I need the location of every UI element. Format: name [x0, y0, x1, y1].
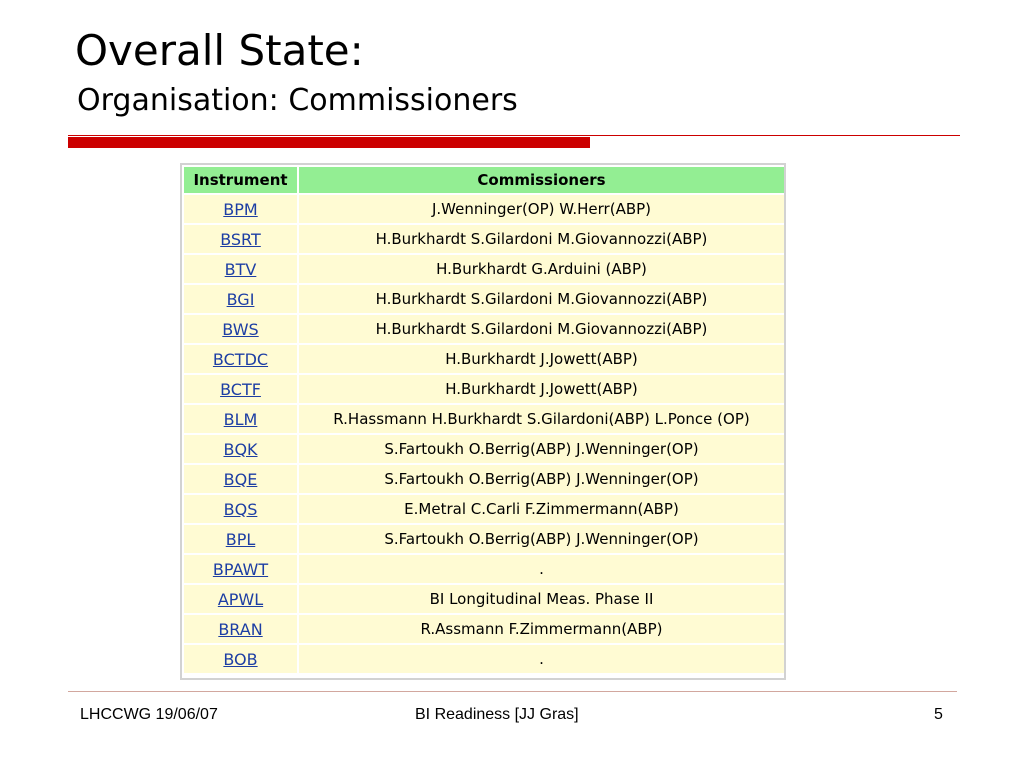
instrument-link[interactable]: APWL — [217, 589, 264, 609]
table-row: BGI H.Burkhardt S.Gilardoni M.Giovannozzi… — [184, 285, 784, 313]
table-row: BRAN R.Assmann F.Zimmermann(ABP) — [184, 615, 784, 643]
commissioners-cell: R.Assmann F.Zimmermann(ABP) — [299, 615, 784, 643]
commissioners-cell: S.Fartoukh O.Berrig(ABP) J.Wenninger(OP) — [299, 525, 784, 553]
instrument-cell: BQE — [184, 465, 297, 493]
instrument-link[interactable]: BPL — [225, 529, 256, 549]
table-row: BQE S.Fartoukh O.Berrig(ABP) J.Wenninger(… — [184, 465, 784, 493]
instrument-link[interactable]: BQK — [223, 439, 258, 459]
instrument-cell: APWL — [184, 585, 297, 613]
instrument-link[interactable]: BRAN — [218, 619, 263, 639]
commissioners-cell: H.Burkhardt S.Gilardoni M.Giovannozzi(AB… — [299, 285, 784, 313]
table-row: BCTF H.Burkhardt J.Jowett(ABP) — [184, 375, 784, 403]
table-header-row: Instrument Commissioners — [184, 167, 784, 193]
instrument-link[interactable]: BGI — [226, 289, 255, 309]
instrument-link[interactable]: BTV — [224, 259, 257, 279]
instrument-link[interactable]: BSRT — [220, 229, 261, 249]
slide-subtitle: Organisation: Commissioners — [77, 83, 518, 118]
table-row: BWS H.Burkhardt S.Gilardoni M.Giovannozzi… — [184, 315, 784, 343]
commissioners-cell: S.Fartoukh O.Berrig(ABP) J.Wenninger(OP) — [299, 435, 784, 463]
title-accent-bar — [68, 137, 590, 148]
table-row: BTV H.Burkhardt G.Arduini (ABP) — [184, 255, 784, 283]
table-row: BCTDC H.Burkhardt J.Jowett(ABP) — [184, 345, 784, 373]
instrument-cell: BPAWT — [184, 555, 297, 583]
table-row: BOB. — [184, 645, 784, 673]
instrument-link[interactable]: BCTDC — [212, 349, 269, 369]
footer-presentation-title: BI Readiness [JJ Gras] — [415, 706, 579, 723]
instrument-cell: BCTF — [184, 375, 297, 403]
instrument-link[interactable]: BCTF — [220, 379, 261, 399]
instrument-link[interactable]: BQS — [223, 499, 258, 519]
commissioners-table: Instrument Commissioners BPM J.Wenninger(… — [182, 165, 786, 675]
instrument-link[interactable]: BWS — [222, 319, 259, 339]
commissioners-cell: H.Burkhardt S.Gilardoni M.Giovannozzi(AB… — [299, 315, 784, 343]
table-row: BPM J.Wenninger(OP) W.Herr(ABP) — [184, 195, 784, 223]
instrument-link[interactable]: BQE — [223, 469, 258, 489]
column-header-commissioners: Commissioners — [299, 167, 784, 193]
column-header-instrument: Instrument — [184, 167, 297, 193]
table-row: BQS E.Metral C.Carli F.Zimmermann(ABP) — [184, 495, 784, 523]
table-row: BQK S.Fartoukh O.Berrig(ABP) J.Wenninger(… — [184, 435, 784, 463]
table-row: BPAWT. — [184, 555, 784, 583]
title-divider-line — [68, 135, 960, 136]
commissioners-cell: H.Burkhardt S.Gilardoni M.Giovannozzi(AB… — [299, 225, 784, 253]
commissioners-cell: . — [299, 555, 784, 583]
instrument-cell: BQK — [184, 435, 297, 463]
instrument-cell: BWS — [184, 315, 297, 343]
instrument-cell: BQS — [184, 495, 297, 523]
commissioners-cell: H.Burkhardt J.Jowett(ABP) — [299, 345, 784, 373]
table-row: BPL S.Fartoukh O.Berrig(ABP) J.Wenninger(… — [184, 525, 784, 553]
table-row: BSRT H.Burkhardt S.Gilardoni M.Giovannozz… — [184, 225, 784, 253]
commissioners-cell: H.Burkhardt G.Arduini (ABP) — [299, 255, 784, 283]
table-body: BPM J.Wenninger(OP) W.Herr(ABP) BSRT H.Burk… — [184, 195, 784, 673]
instrument-cell: BCTDC — [184, 345, 297, 373]
instrument-cell: BPM — [184, 195, 297, 223]
instrument-link[interactable]: BPM — [223, 199, 258, 219]
footer-page-number: 5 — [934, 706, 943, 723]
commissioners-table-container: Instrument Commissioners BPM J.Wenninger(… — [180, 163, 786, 680]
instrument-link[interactable]: BLM — [223, 409, 258, 429]
commissioners-cell: J.Wenninger(OP) W.Herr(ABP) — [299, 195, 784, 223]
commissioners-cell: H.Burkhardt J.Jowett(ABP) — [299, 375, 784, 403]
instrument-cell: BTV — [184, 255, 297, 283]
instrument-cell: BOB — [184, 645, 297, 673]
instrument-link[interactable]: BPAWT — [212, 559, 269, 579]
instrument-link[interactable]: BOB — [223, 649, 258, 669]
footer-divider-line — [68, 691, 957, 692]
instrument-cell: BGI — [184, 285, 297, 313]
footer-event-date: LHCCWG 19/06/07 — [80, 706, 218, 723]
commissioners-cell: E.Metral C.Carli F.Zimmermann(ABP) — [299, 495, 784, 523]
commissioners-cell: BI Longitudinal Meas. Phase II — [299, 585, 784, 613]
commissioners-cell: R.Hassmann H.Burkhardt S.Gilardoni(ABP) … — [299, 405, 784, 433]
commissioners-cell: . — [299, 645, 784, 673]
table-row: BLM R.Hassmann H.Burkhardt S.Gilardoni(AB… — [184, 405, 784, 433]
table-row: APWL BI Longitudinal Meas. Phase II — [184, 585, 784, 613]
instrument-cell: BLM — [184, 405, 297, 433]
commissioners-cell: S.Fartoukh O.Berrig(ABP) J.Wenninger(OP) — [299, 465, 784, 493]
slide-title: Overall State: — [75, 26, 364, 75]
instrument-cell: BPL — [184, 525, 297, 553]
instrument-cell: BRAN — [184, 615, 297, 643]
instrument-cell: BSRT — [184, 225, 297, 253]
